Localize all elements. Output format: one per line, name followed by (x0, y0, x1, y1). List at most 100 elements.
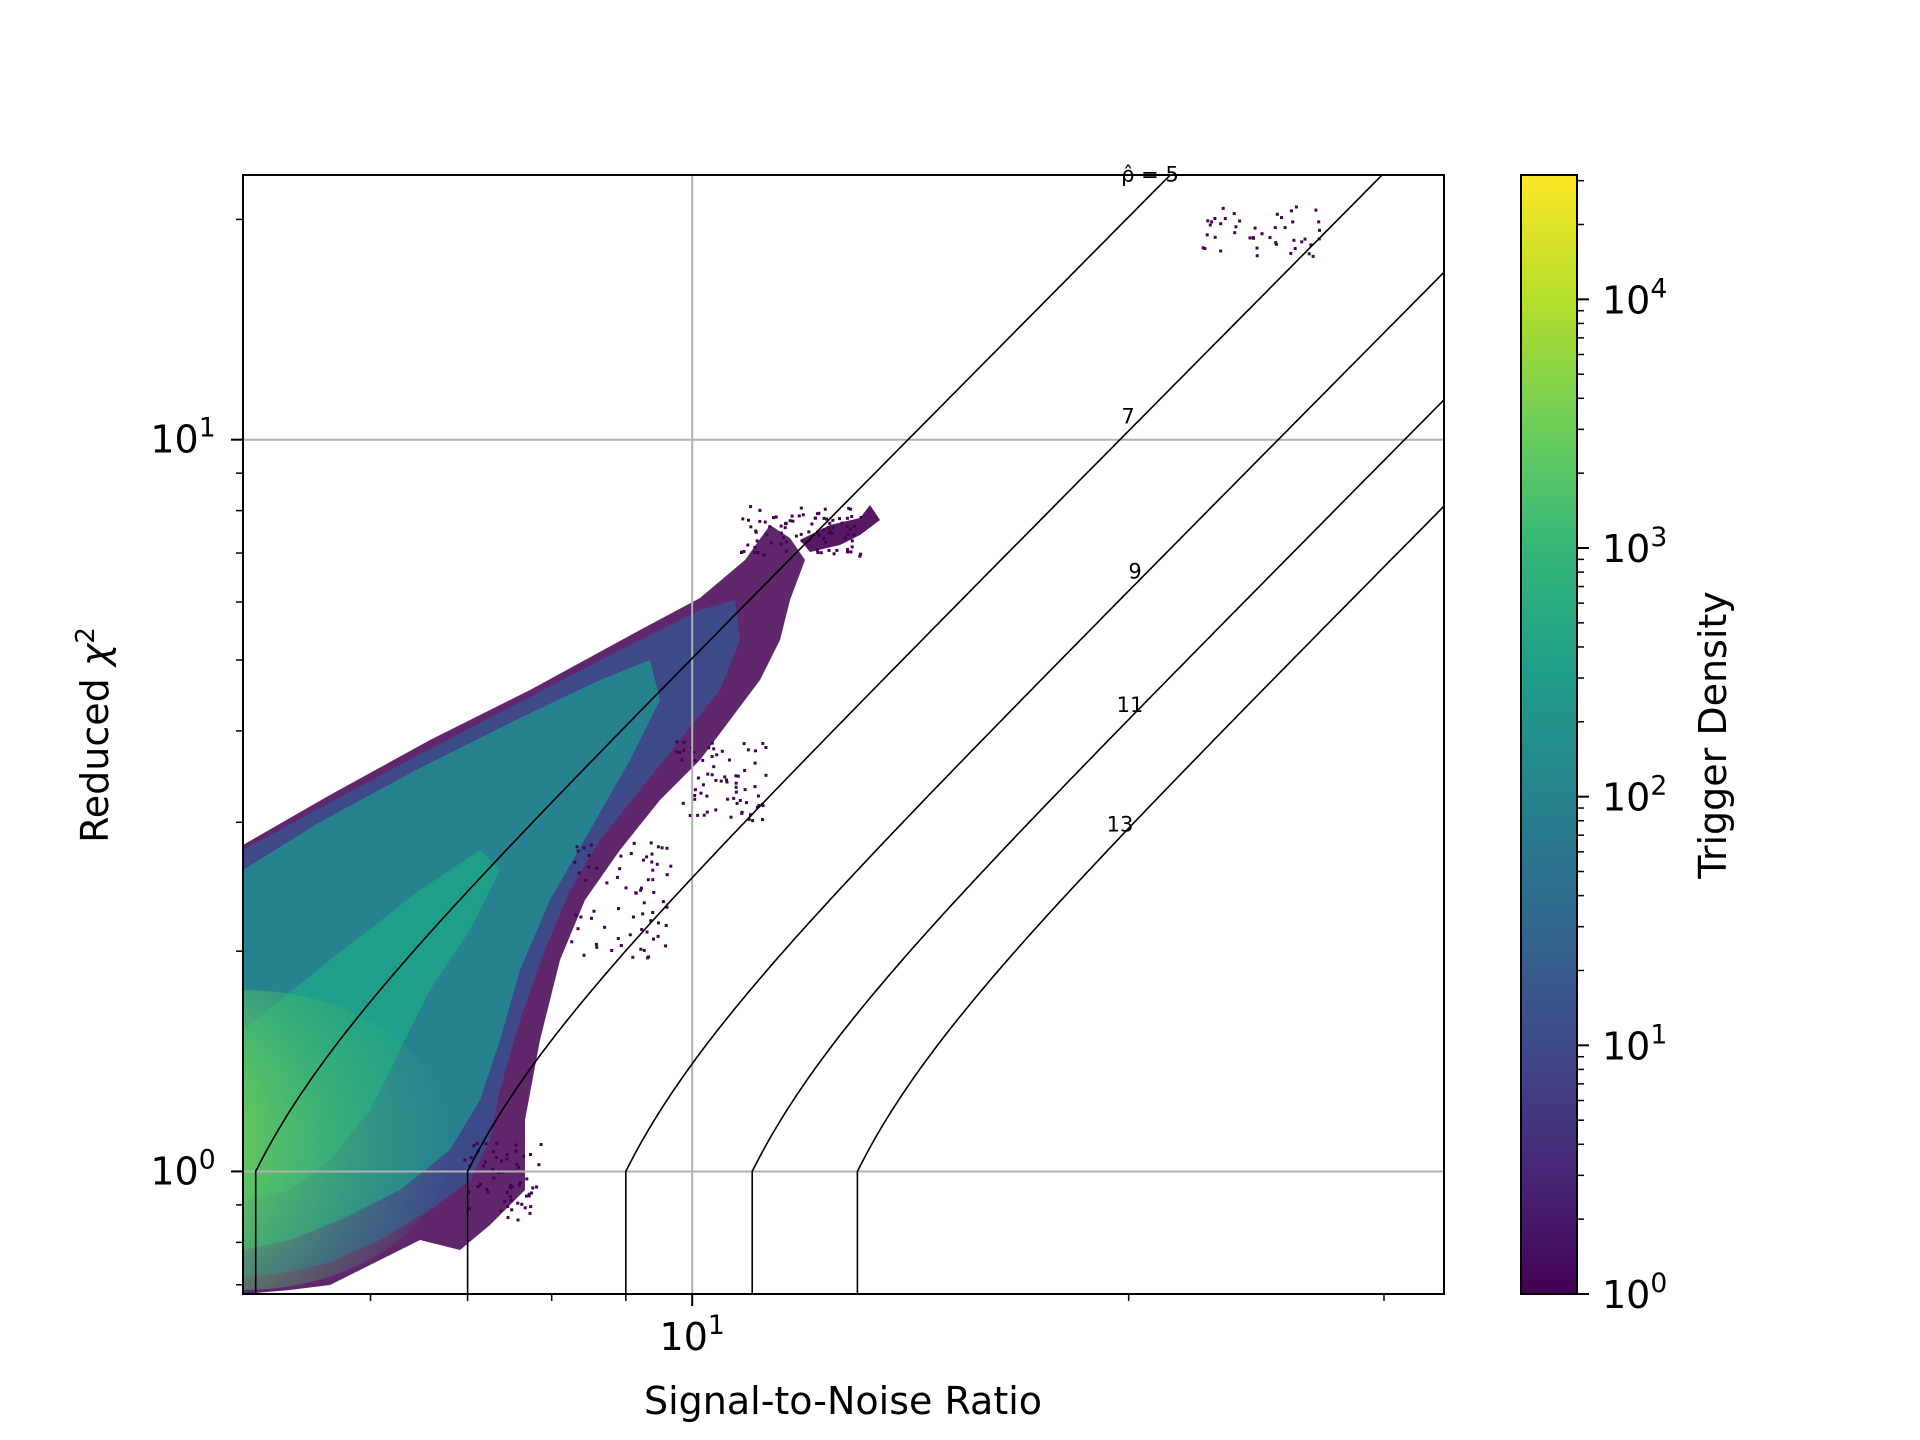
scatter-point (1210, 220, 1214, 224)
scatter-point (852, 532, 856, 536)
scatter-point (699, 791, 703, 795)
scatter-point (764, 773, 768, 777)
scatter-point (728, 758, 731, 762)
scatter-point (845, 516, 849, 520)
scatter-point (617, 907, 620, 911)
scatter-point (476, 1185, 480, 1188)
scatter-point (751, 819, 755, 823)
scatter-point (1213, 217, 1217, 220)
scatter-point (603, 925, 607, 929)
scatter-point (822, 528, 826, 532)
scatter-point (1251, 236, 1255, 240)
x-tick-label: 101 (660, 1310, 725, 1359)
scatter-point (1221, 206, 1225, 210)
x-axis: 101 (369, 1294, 1385, 1359)
scatter-point (652, 937, 655, 941)
scatter-point (791, 519, 795, 523)
scatter-point (641, 912, 645, 916)
scatter-point (1260, 232, 1264, 236)
scatter-point (579, 915, 583, 919)
contour-rho-11 (751, 398, 1444, 1294)
scatter-point (850, 515, 854, 518)
scatter-point (754, 529, 758, 533)
scatter-point (577, 871, 581, 875)
scatter-point (594, 942, 598, 946)
scatter-point (1268, 236, 1272, 240)
scatter-point (846, 550, 850, 554)
scatter-point (845, 524, 849, 528)
scatter-point (1205, 233, 1209, 237)
scatter-point (830, 532, 834, 536)
scatter-point (615, 875, 619, 879)
scatter-point (1223, 217, 1227, 221)
scatter-point (503, 1200, 507, 1204)
scatter-point (817, 511, 821, 515)
scatter-point (682, 748, 686, 752)
scatter-point (693, 794, 697, 797)
scatter-point (801, 513, 805, 517)
scatter-point (665, 905, 669, 909)
scatter-point (682, 740, 686, 744)
scatter-point (756, 551, 760, 555)
scatter-point (576, 927, 580, 931)
scatter-point (539, 1143, 543, 1146)
scatter-point (681, 801, 685, 805)
scatter-point (736, 774, 740, 778)
scatter-point (514, 1143, 518, 1147)
scatter-point (758, 519, 762, 523)
scatter-point (475, 1141, 479, 1145)
scatter-point (859, 552, 863, 556)
scatter-point (483, 1160, 487, 1164)
scatter-point (651, 911, 655, 914)
scatter-point (616, 937, 620, 940)
scatter-point (495, 1156, 498, 1159)
scatter-point (831, 518, 835, 522)
scatter-point (740, 810, 744, 814)
scatter-point (714, 779, 718, 782)
scatter-point (827, 526, 830, 530)
scatter-point (734, 781, 738, 785)
scatter-point (632, 841, 636, 845)
scatter-point (575, 845, 579, 849)
scatter-point (595, 866, 599, 870)
scatter-point (510, 1208, 514, 1212)
scatter-point (719, 779, 723, 783)
scatter-point (527, 1192, 531, 1196)
scatter-point (661, 900, 665, 904)
scatter-point (587, 854, 591, 857)
scatter-point (758, 508, 762, 512)
scatter-point (735, 801, 739, 805)
scatter-point (799, 506, 803, 510)
scatter-point (824, 540, 828, 544)
scatter-point (1275, 212, 1279, 216)
scatter-point (828, 521, 832, 525)
scatter-point (529, 1153, 533, 1156)
scatter-point (1255, 246, 1259, 250)
scatter-point (799, 532, 803, 536)
scatter-point (1318, 228, 1321, 232)
scatter-point (800, 539, 804, 543)
scatter-point (517, 1165, 520, 1169)
scatter-point (506, 1216, 510, 1220)
scatter-point (732, 796, 736, 800)
scatter-point (843, 536, 847, 540)
scatter-point (706, 772, 710, 776)
scatter-point (535, 1185, 539, 1189)
scatter-point (696, 776, 700, 780)
scatter-points (463, 205, 1321, 1222)
scatter-point (761, 818, 765, 821)
scatter-point (619, 944, 623, 947)
scatter-point (850, 539, 854, 543)
scatter-point (840, 521, 844, 525)
scatter-point (645, 855, 649, 859)
scatter-point (848, 527, 852, 531)
colorbar-tick-label: 102 (1602, 771, 1667, 820)
scatter-point (742, 742, 746, 746)
scatter-point (492, 1176, 496, 1180)
scatter-point (715, 753, 719, 757)
scatter-point (649, 841, 653, 845)
scatter-point (1219, 222, 1223, 226)
scatter-point (584, 878, 588, 882)
scatter-point (525, 1177, 529, 1181)
